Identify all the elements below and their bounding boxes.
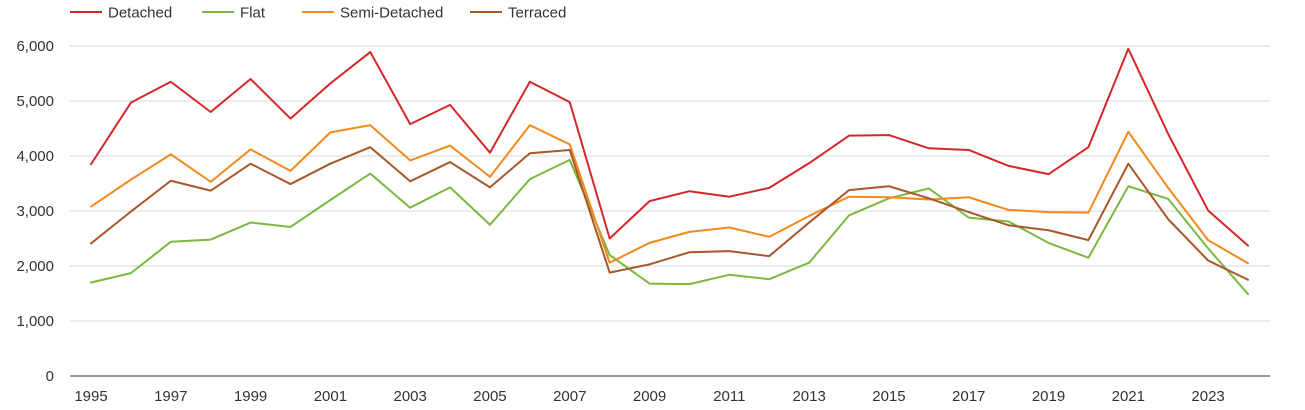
y-tick-label: 5,000 <box>16 93 54 110</box>
x-tick-label: 2015 <box>872 388 905 405</box>
y-tick-label: 2,000 <box>16 258 54 275</box>
x-tick-label: 2013 <box>792 388 825 405</box>
x-tick-label: 2003 <box>393 388 426 405</box>
x-tick-label: 2019 <box>1032 388 1065 405</box>
series-line-semi-detached <box>90 124 1249 265</box>
series-line-terraced <box>90 146 1249 281</box>
legend-label: Flat <box>240 5 266 22</box>
x-tick-label: 2017 <box>952 388 985 405</box>
legend: Detached Flat Semi-Detached Terraced <box>70 5 566 22</box>
legend-item-terraced: Terraced <box>470 5 566 22</box>
legend-label: Semi-Detached <box>340 5 443 22</box>
y-tick-label: 3,000 <box>16 203 54 220</box>
x-tick-label: 1997 <box>154 388 187 405</box>
legend-item-detached: Detached <box>70 5 172 22</box>
legend-label: Terraced <box>508 5 566 22</box>
x-tick-label: 2001 <box>314 388 347 405</box>
x-tick-label: 2011 <box>713 388 745 405</box>
legend-label: Detached <box>108 5 172 22</box>
x-tick-label: 2007 <box>553 388 586 405</box>
x-axis-tick-labels: 1995 1997 1999 2001 2003 2005 2007 2009 2011 2013… <box>74 388 1224 405</box>
x-tick-label: 2021 <box>1112 388 1145 405</box>
y-tick-label: 6,000 <box>16 38 54 55</box>
x-tick-label: 2023 <box>1191 388 1224 405</box>
y-tick-label: 0 <box>46 368 54 385</box>
series-line-flat <box>90 158 1249 296</box>
series-line-detached <box>90 47 1249 247</box>
gridlines <box>70 45 1270 322</box>
y-axis-tick-labels: 0 1,000 2,000 3,000 4,000 5,000 6,000 <box>16 38 54 385</box>
x-tick-label: 2009 <box>633 388 666 405</box>
x-tick-label: 1995 <box>74 388 107 405</box>
legend-item-flat: Flat <box>202 5 266 22</box>
legend-item-semi-detached: Semi-Detached <box>302 5 443 22</box>
x-tick-label: 2005 <box>473 388 506 405</box>
y-tick-label: 1,000 <box>16 313 54 330</box>
y-tick-label: 4,000 <box>16 148 54 165</box>
x-tick-label: 1999 <box>234 388 267 405</box>
series-lines <box>90 47 1249 296</box>
